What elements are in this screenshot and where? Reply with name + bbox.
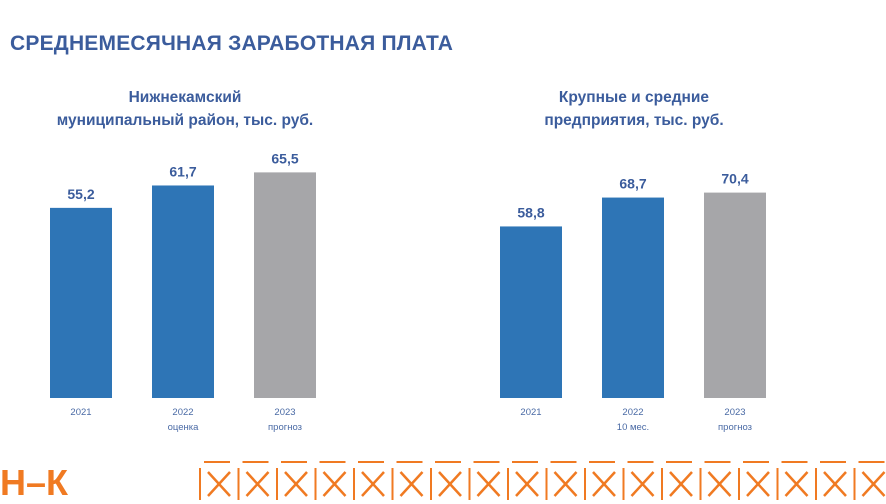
pattern-x <box>553 471 578 497</box>
pattern-x <box>746 471 770 497</box>
chart-2-title-line-1: Крупные и средние <box>558 89 710 106</box>
chart-1-title: Нижнекамский муниципальный район, тыс. р… <box>25 86 345 132</box>
pattern-x <box>707 471 732 497</box>
bar <box>704 192 766 398</box>
pattern-x <box>630 471 655 497</box>
x-tick-label: 2022 <box>622 407 643 418</box>
pattern-x <box>476 471 501 497</box>
pattern-x <box>669 471 693 497</box>
x-tick-sublabel: оценка <box>168 422 200 433</box>
pattern-x <box>592 471 616 497</box>
pattern-x <box>207 471 231 497</box>
data-label: 70,4 <box>721 171 748 187</box>
x-tick-label: 2022 <box>172 407 193 418</box>
bar <box>602 197 664 398</box>
chart-1-title-line-1: Нижнекамский <box>128 89 242 106</box>
chart-2-title: Крупные и средние предприятия, тыс. руб. <box>474 86 794 132</box>
pattern-x <box>861 471 886 497</box>
pattern-x <box>361 471 385 497</box>
bar <box>50 207 112 398</box>
data-label: 68,7 <box>619 176 646 192</box>
data-label: 65,5 <box>271 150 298 166</box>
x-tick-label: 2023 <box>724 407 745 418</box>
bar <box>254 172 316 398</box>
slide-title: СРЕДНЕМЕСЯЧНАЯ ЗАРАБОТНАЯ ПЛАТА <box>10 32 454 55</box>
bar <box>500 226 562 398</box>
x-tick-sublabel: 10 мес. <box>617 422 649 433</box>
x-tick-label: 2021 <box>70 407 91 418</box>
bar <box>152 185 214 398</box>
data-label: 58,8 <box>517 204 544 220</box>
pattern-x <box>322 471 347 497</box>
chart-2-title-line-2: предприятия, тыс. руб. <box>544 112 724 129</box>
pattern-x <box>245 471 270 497</box>
pattern-x <box>784 471 809 497</box>
logo: Н–К <box>0 462 68 503</box>
pattern-x <box>438 471 462 497</box>
pattern-x <box>515 471 539 497</box>
data-label: 61,7 <box>169 163 196 179</box>
pattern-x <box>399 471 424 497</box>
pattern-x <box>823 471 847 497</box>
chart-1-title-line-2: муниципальный район, тыс. руб. <box>56 112 314 129</box>
data-label: 55,2 <box>67 186 94 202</box>
x-tick-sublabel: прогноз <box>268 422 302 433</box>
x-tick-label: 2021 <box>520 407 541 418</box>
x-tick-sublabel: прогноз <box>718 422 752 433</box>
x-tick-label: 2023 <box>274 407 295 418</box>
pattern-x <box>284 471 308 497</box>
